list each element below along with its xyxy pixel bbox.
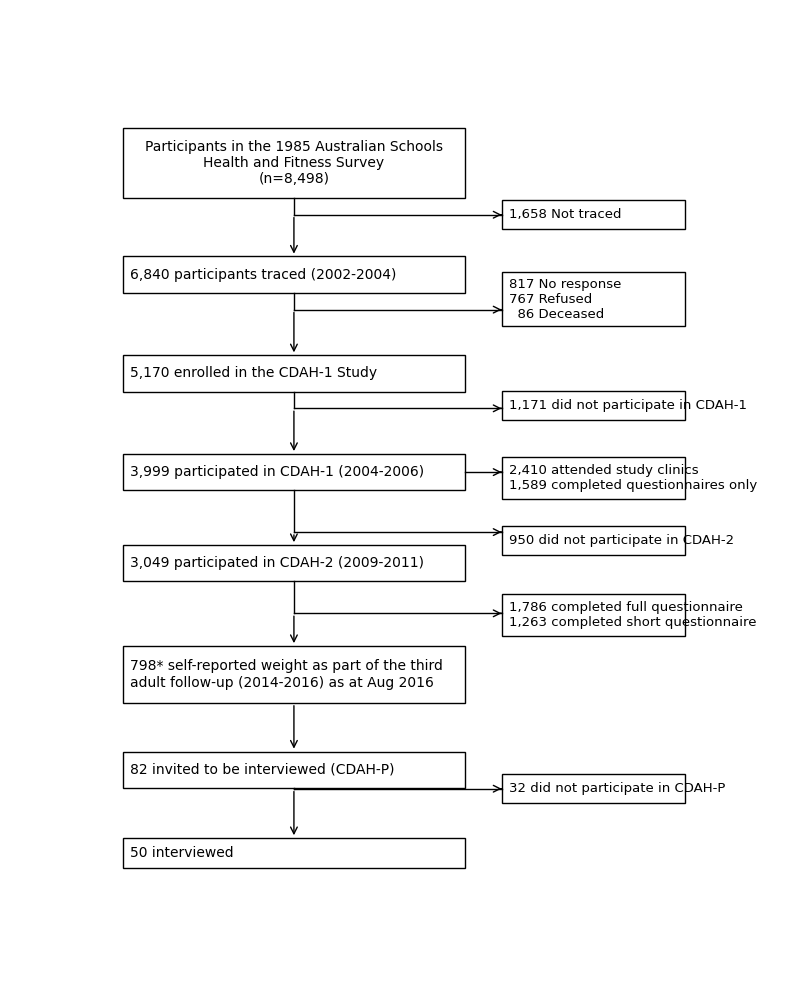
FancyBboxPatch shape <box>123 646 465 703</box>
Text: 798* self-reported weight as part of the third
adult follow-up (2014-2016) as at: 798* self-reported weight as part of the… <box>130 660 443 689</box>
Text: 2,410 attended study clinics
1,589 completed questionnaires only: 2,410 attended study clinics 1,589 compl… <box>509 464 757 492</box>
FancyBboxPatch shape <box>502 774 685 804</box>
Text: 50 interviewed: 50 interviewed <box>130 846 234 860</box>
Text: 1,786 completed full questionnaire
1,263 completed short questionnaire: 1,786 completed full questionnaire 1,263… <box>509 600 756 629</box>
FancyBboxPatch shape <box>123 838 465 869</box>
Text: 82 invited to be interviewed (CDAH-P): 82 invited to be interviewed (CDAH-P) <box>130 763 395 777</box>
Text: Participants in the 1985 Australian Schools
Health and Fitness Survey
(n=8,498): Participants in the 1985 Australian Scho… <box>145 140 443 186</box>
Text: 32 did not participate in CDAH-P: 32 did not participate in CDAH-P <box>509 782 725 796</box>
FancyBboxPatch shape <box>502 272 685 326</box>
FancyBboxPatch shape <box>123 751 465 788</box>
FancyBboxPatch shape <box>502 200 685 229</box>
Text: 817 No response
767 Refused
  86 Deceased: 817 No response 767 Refused 86 Deceased <box>509 277 621 320</box>
Text: 1,171 did not participate in CDAH-1: 1,171 did not participate in CDAH-1 <box>509 398 747 412</box>
FancyBboxPatch shape <box>502 390 685 420</box>
Text: 6,840 participants traced (2002-2004): 6,840 participants traced (2002-2004) <box>130 268 396 282</box>
FancyBboxPatch shape <box>123 454 465 490</box>
Text: 5,170 enrolled in the CDAH-1 Study: 5,170 enrolled in the CDAH-1 Study <box>130 367 377 381</box>
Text: 950 did not participate in CDAH-2: 950 did not participate in CDAH-2 <box>509 534 734 547</box>
FancyBboxPatch shape <box>502 594 685 636</box>
Text: 3,049 participated in CDAH-2 (2009-2011): 3,049 participated in CDAH-2 (2009-2011) <box>130 556 424 570</box>
Text: 1,658 Not traced: 1,658 Not traced <box>509 208 622 221</box>
Text: 3,999 participated in CDAH-1 (2004-2006): 3,999 participated in CDAH-1 (2004-2006) <box>130 465 425 479</box>
FancyBboxPatch shape <box>123 128 465 198</box>
FancyBboxPatch shape <box>502 526 685 555</box>
FancyBboxPatch shape <box>123 355 465 391</box>
FancyBboxPatch shape <box>123 256 465 293</box>
FancyBboxPatch shape <box>123 545 465 582</box>
FancyBboxPatch shape <box>502 457 685 500</box>
